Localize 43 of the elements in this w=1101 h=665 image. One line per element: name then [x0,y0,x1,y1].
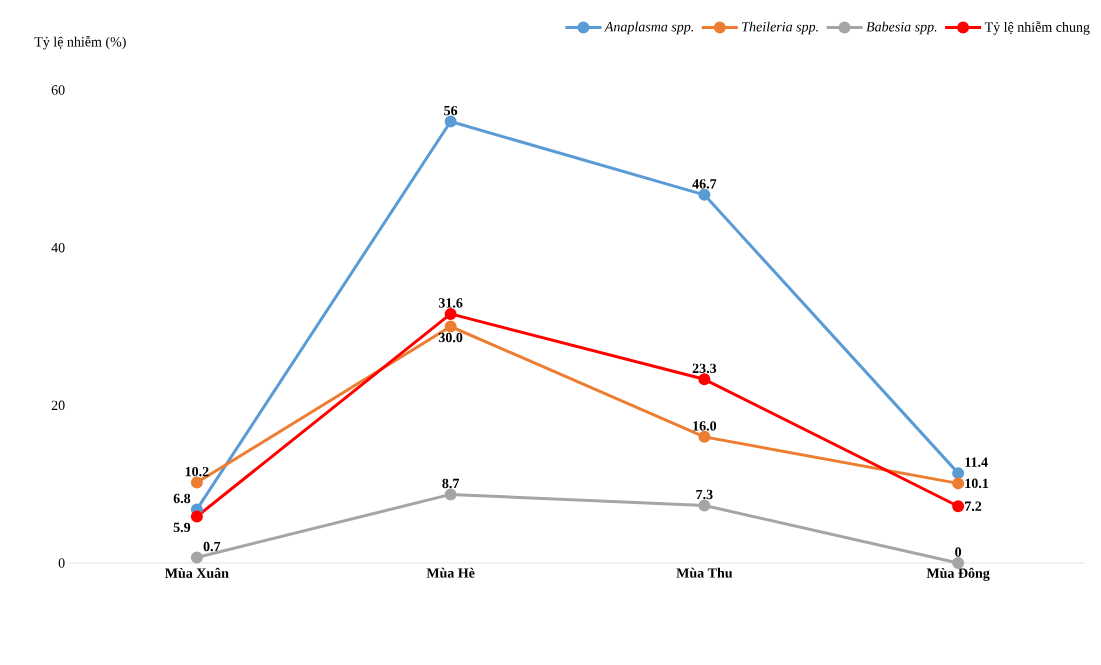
point [444,320,457,333]
data-label: 6.8 [173,493,191,504]
data-label: 0 [955,547,962,557]
data-label: 16.0 [693,421,717,431]
x-tick-label: Mùa Đông [926,567,990,581]
point [190,551,203,564]
point [698,373,711,386]
x-tick-label: Mùa Thu [676,567,733,578]
data-label: 31.6 [438,298,463,308]
point [698,188,711,201]
data-label: 5.9 [173,522,191,533]
data-label: 7.2 [965,501,982,511]
point [444,488,457,501]
legend-label: Anaplasma spp. [604,21,694,35]
point [190,510,203,523]
data-label: 0.7 [203,541,221,552]
legend-label: Tỷ lệ nhiễm chung [984,21,1090,35]
data-label: 7.3 [696,489,713,500]
y-axis-title: Tỷ lệ nhiễm (%) [34,35,126,50]
y-tick-label: 60 [51,85,65,95]
y-tick-label: 0 [58,558,65,568]
data-label: 23.3 [692,363,717,374]
x-tick-label: Mùa Xuân [165,567,229,578]
data-label: 10.1 [965,478,989,489]
point [444,307,457,320]
point [698,499,711,512]
y-tick-label: 20 [51,400,65,411]
data-label: 46.7 [692,179,717,189]
data-label: 11.4 [965,457,988,467]
point [952,477,965,490]
point [190,476,203,489]
data-label: 10.2 [185,466,209,477]
point [952,467,965,480]
legend-label: Babesia spp. [866,21,937,35]
point [698,430,711,443]
point [444,115,457,128]
legend-label: Theileria spp. [742,21,818,35]
y-tick-label: 40 [51,242,65,253]
x-tick-label: Mùa Hè [426,567,475,578]
data-label: 8.7 [442,478,460,489]
data-label: 56 [444,105,458,116]
point [952,500,965,513]
data-label: 30.0 [438,332,463,343]
